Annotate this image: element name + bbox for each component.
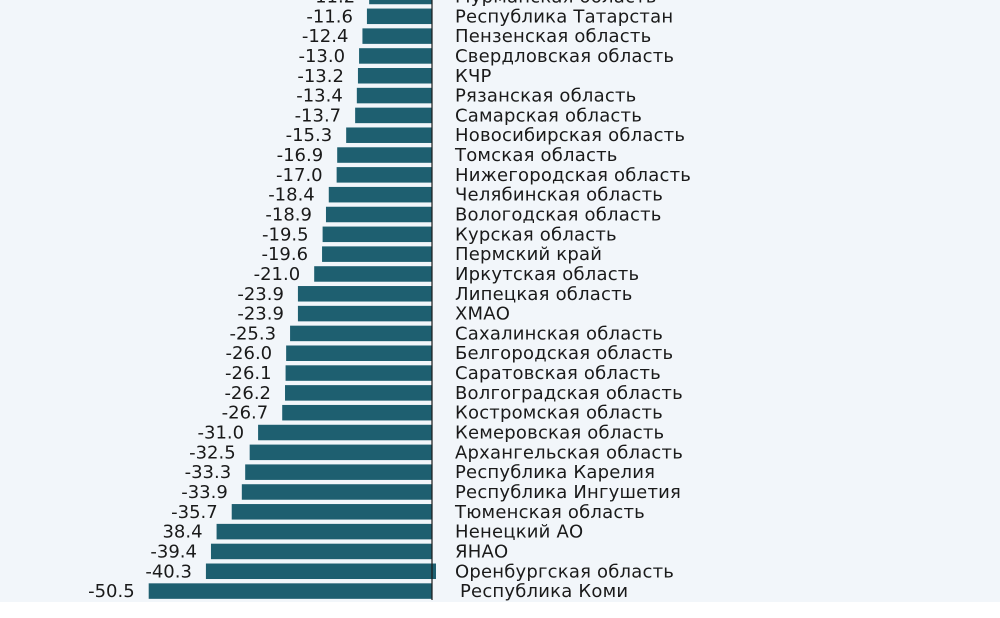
category-label-2: Свердловская область [455, 46, 674, 67]
value-label-4: -13.4 [296, 86, 343, 107]
category-label-15: ХМАО [455, 304, 510, 325]
value-label-25: -35.7 [171, 502, 218, 523]
value-label-18: -26.1 [225, 363, 272, 384]
category-label-16: Сахалинская область [455, 323, 663, 344]
category-label-8: Нижегородская область [455, 165, 691, 186]
category-label-9: Челябинская область [455, 185, 663, 206]
value-label-11: -19.5 [262, 224, 309, 245]
bar-24 [241, 484, 432, 500]
bar-29 [148, 583, 432, 599]
category-label-11: Курская область [455, 224, 617, 245]
category-label-13: Иркутская область [455, 264, 639, 285]
category-label-6: Новосибирская область [455, 125, 685, 146]
category-label-25: Тюменская область [454, 502, 645, 523]
value-label-20: -26.7 [222, 403, 269, 424]
value-label-12: -19.6 [261, 244, 308, 265]
category-label-29: Республика Коми [460, 581, 628, 602]
category-label-7: Томская область [454, 145, 618, 166]
value-label-16: -25.3 [229, 323, 276, 344]
bar-11 [322, 226, 432, 243]
category-label-20: Костромская область [455, 403, 663, 424]
value-label-27: -39.4 [150, 541, 197, 562]
bar-3 [357, 68, 432, 84]
category-label-22: Архангельская область [455, 442, 683, 463]
value-label-17: -26.0 [226, 343, 273, 364]
value-label-24: -33.9 [181, 482, 228, 503]
category-label-21: Кемеровская область [455, 423, 664, 444]
value-label-29: -50.5 [88, 581, 135, 602]
value-label-26: 38.4 [162, 522, 202, 543]
category-label-17: Белгородская область [455, 343, 673, 364]
bar-7 [337, 147, 432, 163]
category-label-23: Республика Карелия [455, 462, 655, 483]
value-label-14: -23.9 [237, 284, 284, 305]
plot-background [0, 0, 1000, 602]
bar-5 [355, 107, 432, 124]
value-label-6: -15.3 [286, 125, 333, 146]
value-label-15: -23.9 [237, 304, 284, 325]
bar-15 [297, 305, 432, 322]
category-label-18: Саратовская область [455, 363, 661, 384]
bar-20 [282, 404, 432, 421]
bar-tip-28 [432, 563, 436, 580]
bar-4 [356, 87, 432, 104]
value-label-10: -18.9 [265, 205, 312, 226]
category-label-4: Рязанская область [455, 86, 636, 107]
bar-9 [328, 186, 432, 203]
bar-19 [285, 385, 432, 401]
category-label-0: Республика Татарстан [455, 6, 673, 27]
bar-13 [314, 266, 432, 282]
category-label-3: КЧР [455, 66, 492, 87]
value-label-2: -13.0 [298, 46, 345, 67]
bar-16 [290, 325, 432, 342]
category-label-1: Пензенская область [455, 26, 651, 47]
bar-28 [205, 563, 432, 580]
value-label-13: -21.0 [254, 264, 301, 285]
bar-8 [336, 167, 432, 183]
value-label-1: -12.4 [302, 26, 349, 47]
value-label-7: -16.9 [277, 145, 324, 166]
category-label-partial-top: Мурманская область [455, 0, 657, 7]
bar-26 [216, 523, 432, 540]
value-label-19: -26.2 [224, 383, 271, 404]
value-label-23: -33.3 [185, 462, 232, 483]
category-label-27: ЯНАО [455, 541, 508, 562]
value-label-28: -40.3 [145, 561, 192, 582]
category-label-10: Вологодская область [455, 205, 662, 226]
bar-27 [210, 543, 432, 560]
bar-14 [297, 286, 432, 302]
value-label-3: -13.2 [297, 66, 344, 87]
bar-22 [249, 444, 432, 461]
bar-0 [366, 8, 432, 25]
category-label-26: Ненецкий АО [455, 522, 583, 543]
value-label-22: -32.5 [189, 442, 236, 463]
category-label-5: Самарская область [455, 105, 642, 126]
bar-17 [286, 345, 432, 361]
category-label-24: Республика Ингушетия [455, 482, 681, 503]
category-label-14: Липецкая область [455, 284, 633, 305]
bar-6 [346, 127, 432, 143]
bar-23 [245, 464, 432, 480]
value-label-8: -17.0 [276, 165, 323, 186]
category-label-28: Оренбургская область [455, 561, 674, 582]
bar-2 [359, 48, 432, 64]
bar-25 [231, 504, 432, 520]
bar-10 [325, 206, 432, 223]
bar-18 [285, 365, 432, 381]
category-label-19: Волгоградская область [455, 383, 683, 404]
bar-21 [258, 424, 432, 441]
bar-partial-top [369, 0, 432, 5]
value-label-5: -13.7 [295, 105, 342, 126]
bar-1 [362, 28, 432, 44]
value-label-9: -18.4 [268, 185, 315, 206]
value-label-partial-top: -11.2 [309, 0, 356, 7]
value-label-21: -31.0 [198, 423, 245, 444]
value-label-0: -11.6 [306, 6, 353, 27]
bar-12 [322, 246, 432, 262]
category-label-12: Пермский край [455, 244, 602, 265]
